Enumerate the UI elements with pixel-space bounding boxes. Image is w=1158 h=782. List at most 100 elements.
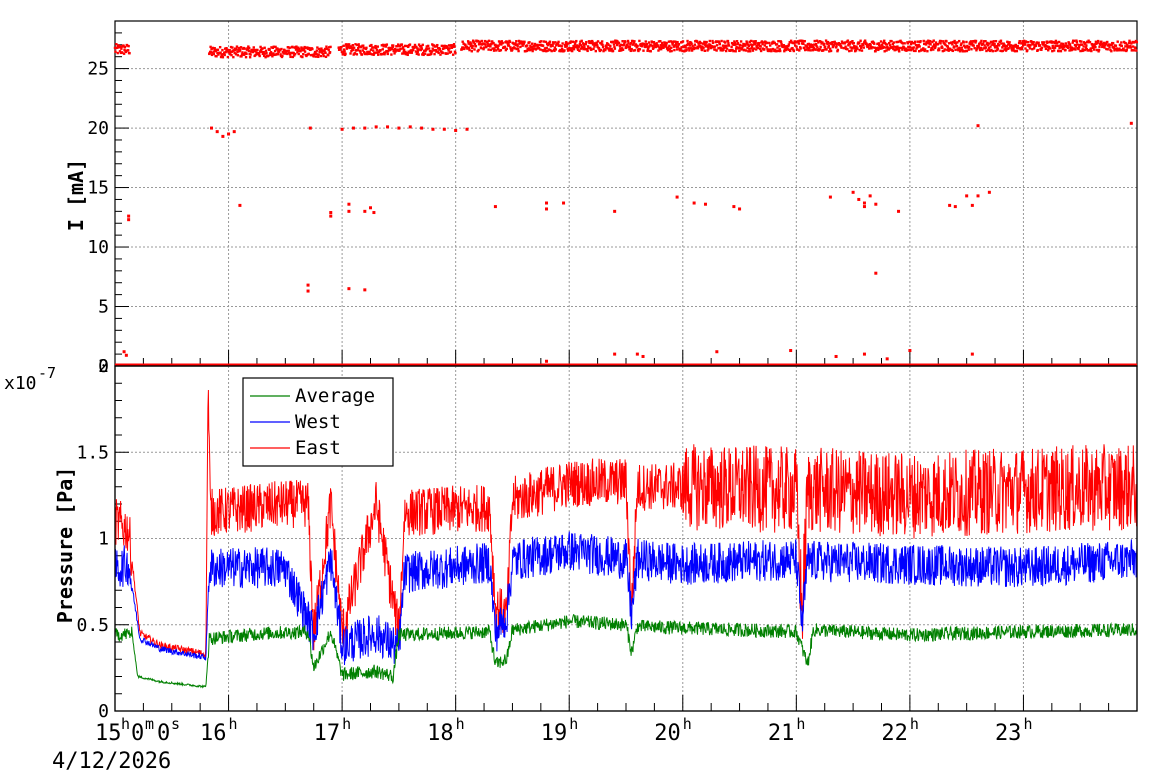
current-point bbox=[912, 41, 915, 45]
current-point bbox=[521, 44, 524, 47]
current-point bbox=[221, 56, 225, 59]
current-point bbox=[445, 52, 448, 55]
current-point bbox=[613, 45, 616, 49]
current-point bbox=[231, 46, 234, 49]
current-point bbox=[246, 47, 250, 50]
current-point bbox=[235, 47, 238, 50]
current-point bbox=[618, 49, 621, 52]
current-point bbox=[361, 49, 364, 52]
current-point bbox=[579, 47, 583, 50]
current-point bbox=[675, 48, 679, 51]
current-point bbox=[420, 47, 424, 50]
current-point bbox=[482, 47, 485, 51]
current-point bbox=[1036, 48, 1039, 52]
current-point bbox=[891, 45, 894, 49]
current-point bbox=[982, 47, 985, 50]
current-point bbox=[693, 43, 697, 46]
current-point bbox=[317, 55, 320, 59]
current-point bbox=[931, 40, 934, 44]
current-point bbox=[620, 49, 623, 52]
current-point bbox=[1015, 45, 1018, 49]
current-outlier bbox=[874, 271, 878, 275]
current-point bbox=[664, 45, 667, 48]
current-point bbox=[520, 40, 523, 44]
current-point bbox=[528, 41, 531, 44]
current-point bbox=[514, 43, 518, 47]
current-point bbox=[725, 44, 728, 47]
current-point bbox=[755, 44, 759, 48]
current-point bbox=[975, 47, 979, 50]
current-point bbox=[644, 40, 647, 43]
current-point bbox=[285, 49, 289, 53]
current-point bbox=[630, 41, 633, 45]
current-point bbox=[327, 48, 330, 52]
current-point bbox=[601, 43, 604, 46]
current-point bbox=[556, 42, 560, 45]
current-point bbox=[542, 40, 546, 43]
current-outlier bbox=[493, 205, 497, 209]
current-point bbox=[667, 40, 671, 43]
current-outlier bbox=[641, 354, 645, 358]
current-point bbox=[507, 44, 511, 47]
current-point bbox=[775, 49, 778, 53]
current-point bbox=[428, 53, 431, 56]
current-point bbox=[744, 49, 748, 52]
current-point bbox=[355, 48, 358, 52]
current-point bbox=[883, 39, 886, 42]
current-point bbox=[842, 46, 845, 50]
current-point bbox=[667, 46, 670, 49]
current-point bbox=[1041, 41, 1044, 44]
current-point bbox=[1086, 41, 1090, 44]
current-outlier bbox=[221, 134, 225, 138]
current-point bbox=[114, 50, 117, 53]
current-point bbox=[575, 39, 578, 43]
current-point bbox=[684, 46, 687, 49]
current-point bbox=[687, 42, 691, 46]
current-point bbox=[644, 45, 647, 49]
current-point bbox=[280, 47, 283, 51]
current-point bbox=[551, 41, 555, 44]
current-point bbox=[348, 46, 352, 49]
current-point bbox=[538, 40, 542, 44]
current-point bbox=[933, 46, 937, 50]
current-point bbox=[954, 42, 958, 45]
current-point bbox=[322, 52, 325, 56]
current-point bbox=[483, 39, 487, 43]
current-point bbox=[654, 45, 657, 49]
current-point bbox=[528, 48, 532, 52]
current-point bbox=[401, 47, 404, 50]
current-point bbox=[365, 52, 369, 56]
current-point bbox=[648, 45, 651, 48]
current-point bbox=[905, 48, 909, 52]
current-point bbox=[908, 40, 911, 44]
current-point bbox=[314, 50, 317, 54]
current-point bbox=[747, 50, 750, 53]
current-point bbox=[714, 40, 718, 43]
pressure-line-west bbox=[114, 531, 1138, 666]
current-point bbox=[852, 46, 855, 49]
current-point bbox=[226, 48, 229, 51]
current-point bbox=[1132, 49, 1136, 52]
current-point bbox=[357, 46, 360, 50]
current-outlier bbox=[908, 349, 912, 353]
current-point bbox=[426, 44, 430, 48]
current-point bbox=[216, 48, 220, 51]
current-outlier bbox=[124, 353, 128, 357]
current-point bbox=[569, 40, 573, 43]
current-point bbox=[652, 40, 656, 44]
current-point bbox=[869, 44, 872, 47]
current-point bbox=[809, 49, 812, 52]
current-point bbox=[328, 51, 332, 54]
current-point bbox=[1009, 44, 1013, 47]
current-point bbox=[566, 47, 569, 50]
current-point bbox=[1047, 47, 1050, 50]
current-point bbox=[1110, 49, 1113, 53]
current-outlier bbox=[970, 352, 974, 356]
current-point bbox=[810, 43, 814, 47]
current-point bbox=[221, 48, 224, 52]
current-point bbox=[216, 51, 219, 55]
current-point bbox=[408, 51, 411, 54]
current-point bbox=[496, 47, 500, 51]
current-point bbox=[944, 43, 947, 47]
current-point bbox=[127, 44, 130, 48]
